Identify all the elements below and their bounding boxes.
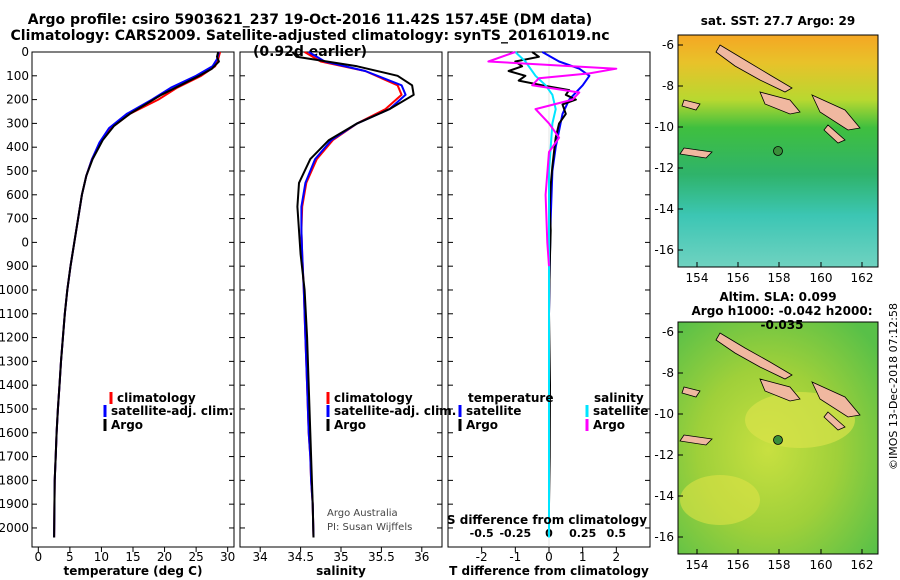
top-x-tick-label: 0.5 <box>607 527 627 540</box>
x-tick-label: 20 <box>157 550 172 564</box>
series-climatology <box>53 51 222 538</box>
x-tick-label: 15 <box>125 550 140 564</box>
temperature-legend: climatology satellite-adj. clim. Argo <box>103 391 233 432</box>
legend-argo-label: Argo <box>334 418 366 432</box>
y-tick-label: 300 <box>6 116 29 130</box>
x-tick-label: 0 <box>545 550 553 564</box>
top-x-tick-label: 0.25 <box>569 527 596 540</box>
legend-climatology-label: climatology <box>117 391 196 405</box>
x-tick-label: 35.5 <box>368 550 395 564</box>
series-argo <box>53 51 220 538</box>
y-tick-label: 1300 <box>0 354 29 368</box>
series-argo <box>291 51 415 538</box>
sla-map-title: Altim. SLA: 0.099 <box>719 290 837 304</box>
x-tick-label: 0 <box>34 550 42 564</box>
y-tick-label: 0 <box>21 45 29 59</box>
series-satellite-adj-clim- <box>300 51 407 538</box>
legend-temp-argo-label: Argo <box>466 418 498 432</box>
y-tick-label: 400 <box>6 140 29 154</box>
legend-sal-satellite-label: satellite <box>593 404 648 418</box>
x-tick-label: -1 <box>509 550 521 564</box>
top-x-tick-label: -0.25 <box>499 527 531 540</box>
x-tick-label: 10 <box>94 550 109 564</box>
legend-sal-argo-label: Argo <box>593 418 625 432</box>
legend-climatology-label: climatology <box>334 391 413 405</box>
legend-satellite-label: satellite-adj. clim. <box>111 404 233 418</box>
figure-title-line-1: Argo profile: csiro 5903621_237 19-Oct-2… <box>27 12 593 28</box>
x-tick-label: 2 <box>613 550 621 564</box>
y-tick-label: 0 <box>21 235 29 249</box>
y-tick-label: 200 <box>6 93 29 107</box>
series-salinity-argo <box>487 51 618 267</box>
y-tick-label: 1700 <box>0 450 29 464</box>
salinity-legend: climatology satellite-adj. clim. Argo <box>326 391 456 432</box>
y-tick-label: 1500 <box>0 402 29 416</box>
y-tick-label: 600 <box>6 188 29 202</box>
y-tick-label: 1800 <box>0 473 29 487</box>
sst-map-title: sat. SST: 27.7 Argo: 29 <box>700 14 856 28</box>
y-tick-label: 900 <box>6 259 29 273</box>
sla-map-subtitle: Argo h1000: -0.042 h2000: -0.035 <box>691 304 873 332</box>
x-tick-label: 34.5 <box>287 550 314 564</box>
y-tick-label: 1400 <box>0 378 29 392</box>
y-tick-label: 1900 <box>0 497 29 511</box>
x-tick-label: 36 <box>414 550 429 564</box>
salinity-panel-frame <box>239 51 443 548</box>
y-tick-label: 1600 <box>0 426 29 440</box>
y-tick-label: 100 <box>6 69 29 83</box>
y-tick-label: 1100 <box>0 307 29 321</box>
legend-argo-label: Argo <box>111 418 143 432</box>
legend-temperature-heading: temperature <box>468 391 553 405</box>
legend-satellite-label: satellite-adj. clim. <box>334 404 456 418</box>
series-satellite-adj-clim- <box>53 51 220 538</box>
difference-x-label: T difference from climatology <box>449 564 649 578</box>
x-tick-label: 5 <box>66 550 74 564</box>
difference-legend: temperature satellite Argo salinity sate… <box>458 391 648 432</box>
y-tick-label: 2000 <box>0 521 29 535</box>
x-tick-label: 35 <box>333 550 348 564</box>
y-tick-label: 700 <box>6 212 29 226</box>
pi-annotation: PI: Susan Wijffels <box>327 522 412 533</box>
y-tick-label: 1000 <box>0 283 29 297</box>
y-tick-label: 1200 <box>0 331 29 345</box>
x-tick-label: -2 <box>476 550 488 564</box>
temperature-panel-frame <box>31 51 235 548</box>
series-climatology <box>300 51 403 538</box>
legend-temp-satellite-label: satellite <box>466 404 521 418</box>
x-tick-label: 25 <box>188 550 203 564</box>
series-temperature-argo <box>507 51 577 538</box>
temperature-x-label: temperature (deg C) <box>64 564 203 578</box>
x-tick-label: 1 <box>579 550 587 564</box>
x-tick-label: 34 <box>253 550 268 564</box>
y-tick-label: 500 <box>6 164 29 178</box>
top-x-tick-label: -0.5 <box>470 527 494 540</box>
salinity-x-label: salinity <box>316 564 366 578</box>
imos-credit: ©IMOS 13-Dec-2018 07:12:58 <box>887 303 900 470</box>
argo-australia-annotation: Argo Australia <box>327 508 398 519</box>
difference-top-axis-label: S difference from climatology <box>447 513 647 527</box>
legend-salinity-heading: salinity <box>594 391 644 405</box>
x-tick-label: 30 <box>220 550 235 564</box>
